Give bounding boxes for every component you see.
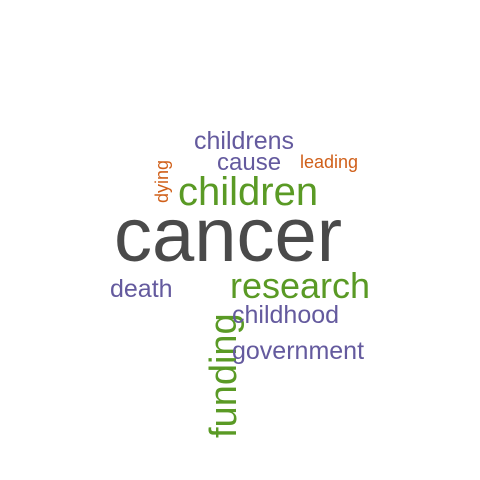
word-cancer: cancer bbox=[114, 193, 343, 278]
word-government: government bbox=[232, 337, 365, 365]
word-death: death bbox=[110, 275, 173, 303]
word-childhood: childhood bbox=[232, 301, 340, 329]
word-research: research bbox=[230, 265, 371, 306]
word-dying: dying bbox=[152, 159, 172, 203]
word-children: children bbox=[178, 170, 319, 214]
word-leading: leading bbox=[300, 152, 359, 172]
word-cause: cause bbox=[217, 149, 282, 176]
word-childrens: childrens bbox=[194, 127, 295, 155]
word-funding: funding bbox=[203, 313, 245, 438]
